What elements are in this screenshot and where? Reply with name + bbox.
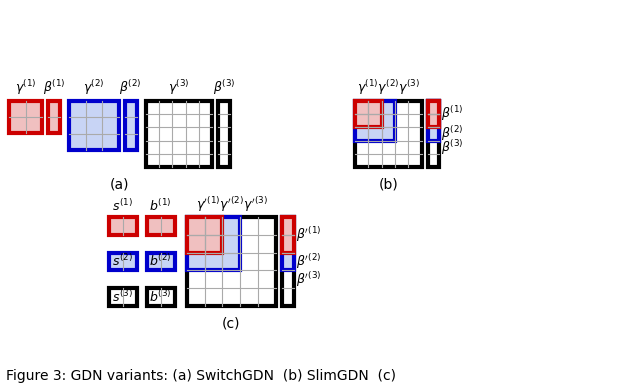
Text: $\beta'^{(2)}$: $\beta'^{(2)}$	[296, 252, 322, 271]
Bar	[187, 217, 223, 252]
Bar	[187, 217, 276, 306]
Bar	[428, 101, 440, 127]
Bar	[428, 101, 440, 167]
Bar	[147, 288, 175, 306]
Text: $\gamma^{(1)}\gamma^{(2)}\gamma^{(3)}$: $\gamma^{(1)}\gamma^{(2)}\gamma^{(3)}$	[356, 78, 420, 97]
Text: (c): (c)	[222, 316, 241, 330]
Bar	[355, 101, 422, 167]
Text: $b^{(2)}$: $b^{(2)}$	[149, 254, 172, 270]
Text: $b^{(1)}$: $b^{(1)}$	[149, 198, 172, 214]
Text: $\beta^{(3)}$: $\beta^{(3)}$	[442, 138, 464, 157]
Text: $\gamma'^{(1)}\gamma'^{(2)}\gamma'^{(3)}$: $\gamma'^{(1)}\gamma'^{(2)}\gamma'^{(3)}…	[196, 195, 268, 214]
Bar	[187, 217, 241, 270]
Text: $\gamma^{(1)}$: $\gamma^{(1)}$	[15, 78, 36, 97]
Text: $s^{(2)}$: $s^{(2)}$	[113, 254, 133, 270]
Text: $\beta^{(2)}$: $\beta^{(2)}$	[442, 124, 464, 144]
Bar	[355, 101, 381, 127]
Bar	[109, 217, 137, 235]
Bar	[109, 288, 137, 306]
Bar	[146, 101, 212, 167]
Bar	[282, 217, 294, 270]
Bar	[48, 101, 60, 133]
Text: Figure 3: GDN variants: (a) SwitchGDN  (b) SlimGDN  (c): Figure 3: GDN variants: (a) SwitchGDN (b…	[6, 369, 396, 383]
Text: $\beta^{(2)}$: $\beta^{(2)}$	[120, 78, 142, 97]
Text: $\beta^{(3)}$: $\beta^{(3)}$	[213, 78, 236, 97]
Bar	[109, 252, 137, 270]
Text: $\gamma^{(3)}$: $\gamma^{(3)}$	[168, 78, 190, 97]
Bar	[125, 101, 137, 150]
Text: $b^{(3)}$: $b^{(3)}$	[149, 289, 172, 305]
Text: $s^{(3)}$: $s^{(3)}$	[113, 289, 133, 305]
Bar	[428, 101, 440, 140]
Text: $\beta'^{(1)}$: $\beta'^{(1)}$	[296, 225, 322, 244]
Bar	[147, 252, 175, 270]
Bar	[282, 217, 294, 252]
Text: (b): (b)	[378, 177, 398, 191]
Bar	[282, 217, 294, 306]
Bar	[69, 101, 119, 150]
Text: $\beta^{(1)}$: $\beta^{(1)}$	[442, 105, 464, 123]
Text: $\beta'^{(3)}$: $\beta'^{(3)}$	[296, 270, 322, 289]
Text: $\beta^{(1)}$: $\beta^{(1)}$	[43, 78, 65, 97]
Text: $\gamma^{(2)}$: $\gamma^{(2)}$	[83, 78, 105, 97]
Bar	[428, 101, 440, 127]
Bar	[218, 101, 230, 167]
Bar	[355, 101, 395, 140]
Bar	[428, 101, 440, 140]
Text: $s^{(1)}$: $s^{(1)}$	[113, 198, 133, 214]
Bar	[147, 217, 175, 235]
Bar	[10, 101, 42, 133]
Text: (a): (a)	[110, 177, 130, 191]
